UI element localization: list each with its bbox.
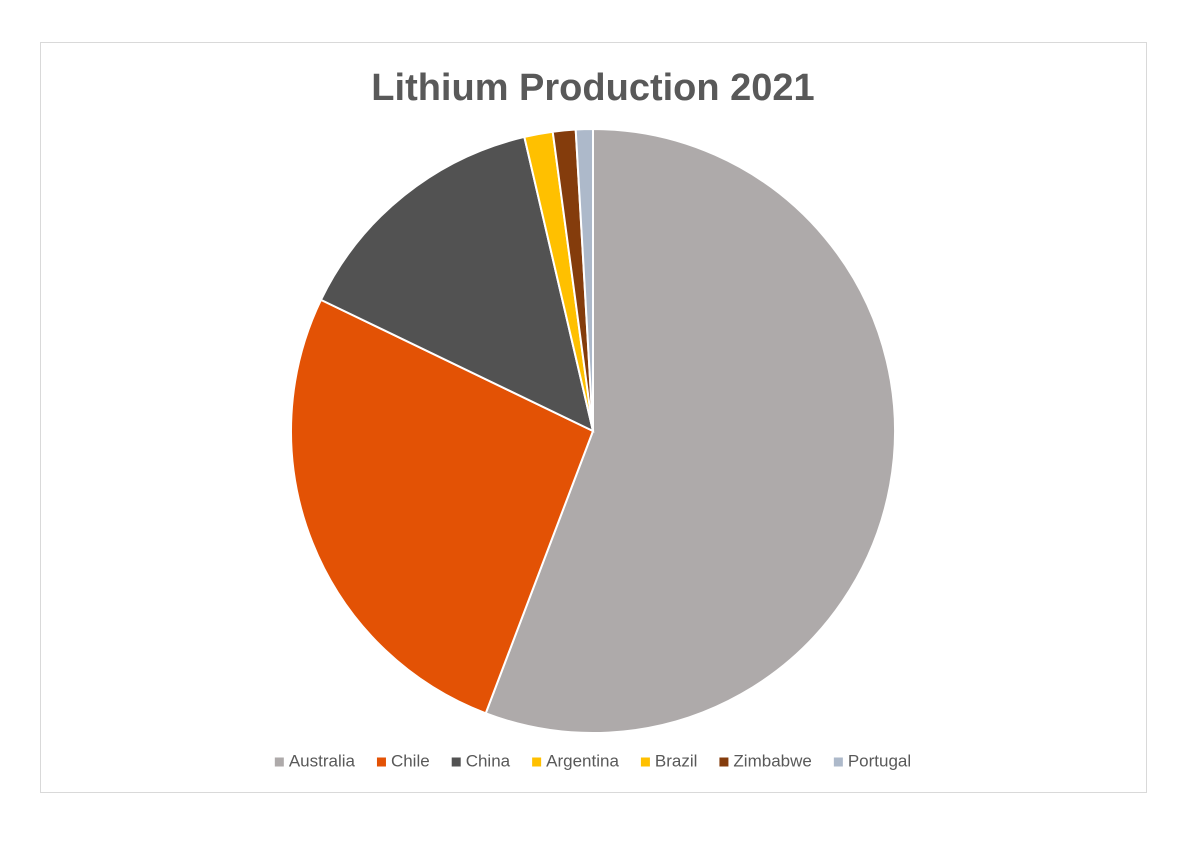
legend-swatch [376,757,386,767]
legend-swatch [833,757,843,767]
chart-title: Lithium Production 2021 [371,67,814,109]
legend-label: Chile [391,751,430,770]
legend-label: Brazil [655,751,698,770]
pie-slice [484,127,896,734]
legend-swatch [532,757,542,767]
legend-swatch [274,757,284,767]
legend-label: Australia [289,751,356,770]
legend-swatch [719,757,729,767]
legend-label: China [466,751,511,770]
legend-label: Portugal [848,751,911,770]
pie-slice [290,298,595,715]
legend-label: Zimbabwe [733,751,811,770]
legend-label: Argentina [546,751,619,770]
pie-slice [319,135,595,433]
legend-swatch [451,757,461,767]
legend-swatch [640,757,650,767]
pie-slice [574,127,594,432]
